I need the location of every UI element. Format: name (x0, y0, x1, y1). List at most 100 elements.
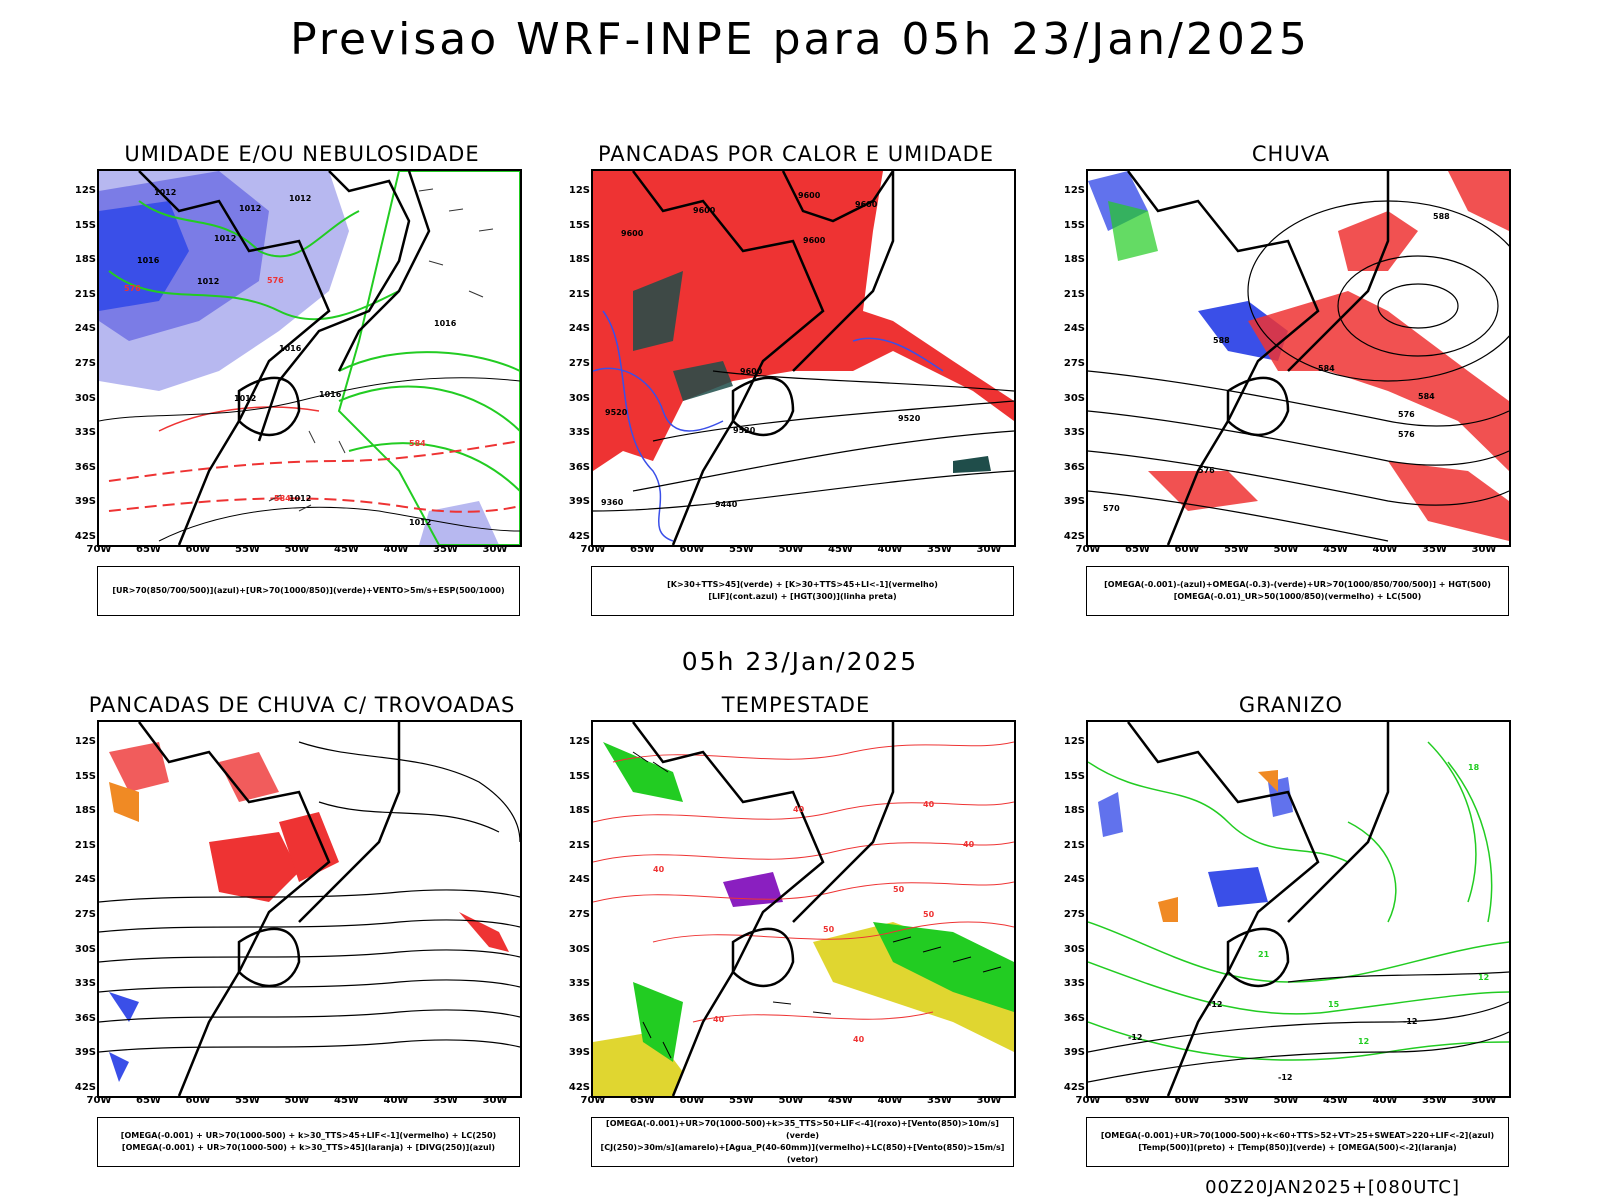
lat-tick-label: 27S (568, 358, 590, 369)
map-graphic: -12 -12 -12 -12 18 15 12 21 12 (1088, 722, 1509, 1096)
lat-tick-label: 30S (74, 943, 96, 955)
lon-tick-label: 60W (185, 544, 211, 555)
contour-label: 40 (963, 840, 975, 849)
lat-tick-label: 39S (74, 1047, 96, 1059)
lat-tick-label: 30S (1063, 392, 1085, 404)
legend-line: [OMEGA(-0.001) + UR>70(1000-500) + k>30_… (121, 1143, 496, 1152)
lat-tick-label: 21S (1063, 839, 1085, 851)
map-tempestade: 40 40 40 40 50 50 50 40 40 (591, 720, 1016, 1098)
lon-tick-label: 45W (828, 544, 853, 555)
contour-label: 1016 (319, 390, 342, 399)
contour-label: 50 (893, 885, 905, 894)
lat-tick-label: 33S (1063, 427, 1085, 439)
lat-tick-label: 24S (568, 874, 590, 886)
lon-tick-label: 70W (1075, 1095, 1101, 1106)
lon-tick-label: 50W (284, 544, 310, 555)
map-graphic: 588 588 584 584 576 576 576 570 (1088, 171, 1509, 545)
lat-tick-label: 42S (1063, 531, 1085, 542)
lon-tick-label: 40W (383, 1095, 409, 1106)
lat-tick-label: 18S (74, 254, 96, 266)
contour-label: 9520 (898, 414, 921, 423)
contour-label: 50 (923, 910, 935, 919)
lat-tick-label: 33S (74, 978, 96, 990)
panel-chuva: CHUVA 588 588 584 584 (1041, 142, 1541, 622)
contour-label: 584 (1418, 392, 1435, 401)
lon-tick-label: 60W (679, 1095, 705, 1106)
lat-tick-label: 15S (568, 219, 590, 231)
lat-tick-label: 42S (568, 1082, 590, 1093)
lon-tick-label: 65W (1125, 1095, 1150, 1106)
lon-tick-label: 30W (1471, 544, 1497, 555)
lat-tick-label: 21S (1063, 288, 1085, 300)
lon-tick-label: 65W (630, 544, 655, 555)
contour-label: 1012 (289, 194, 311, 203)
contour-label: 588 (1213, 336, 1230, 345)
lon-tick-label: 40W (877, 1095, 903, 1106)
panel-title: PANCADAS POR CALOR E UMIDADE (597, 142, 995, 166)
lat-tick-label: 42S (568, 531, 590, 542)
lat-tick-label: 36S (1063, 461, 1085, 473)
lon-tick-label: 70W (1075, 544, 1101, 555)
lon-tick-label: 30W (976, 1095, 1002, 1106)
lon-tick-label: 50W (778, 544, 804, 555)
legend-line: [UR>70(850/700/500)](azul)+[UR>70(1000/8… (112, 586, 505, 595)
lon-tick-label: 40W (1372, 1095, 1398, 1106)
lat-tick-label: 42S (74, 1082, 96, 1093)
lat-tick-label: 36S (74, 1012, 96, 1024)
lat-tick-label: 33S (568, 427, 590, 439)
contour-label: 9600 (693, 206, 716, 215)
contour-label: 576 (1198, 466, 1215, 475)
contour-label: 9600 (855, 200, 878, 209)
lat-tick-label: 18S (1063, 805, 1085, 817)
lon-tick-label: 60W (679, 544, 705, 555)
panel-pancadas-calor: PANCADAS POR CALOR E UMIDADE 9600 9600 9… (546, 142, 1046, 622)
contour-label: 576 (1398, 430, 1415, 439)
contour-label: 576 (1398, 410, 1415, 419)
contour-label: 40 (653, 865, 665, 874)
contour-label: 9440 (715, 500, 738, 509)
contour-label: 1012 (214, 234, 236, 243)
lat-tick-label: 15S (1063, 219, 1085, 231)
lon-tick-label: 35W (1422, 544, 1447, 555)
lat-tick-label: 18S (568, 805, 590, 817)
legend-box: [OMEGA(-0.001) + UR>70(1000-500) + k>30_… (97, 1117, 520, 1167)
panel-title: TEMPESTADE (721, 693, 871, 717)
contour-label: 40 (923, 800, 935, 809)
contour-label: 9600 (621, 229, 644, 238)
legend-box: [OMEGA(-0.001)+UR>70(1000-500)+k>35_TTS>… (591, 1117, 1014, 1167)
legend-line: [LIF](cont.azul) + [HGT(300)](linha pret… (708, 592, 897, 601)
legend-line: [K>30+TTS>45](verde) + [K>30+TTS>45+LI<-… (667, 580, 938, 589)
lat-tick-label: 24S (1063, 323, 1085, 335)
lon-tick-label: 30W (482, 1095, 508, 1106)
lon-tick-label: 35W (433, 1095, 458, 1106)
lat-tick-label: 15S (74, 770, 96, 782)
map-chuva: 588 588 584 584 576 576 576 570 (1086, 169, 1511, 547)
contour-label: -12 (1128, 1033, 1142, 1042)
lon-tick-label: 30W (976, 544, 1002, 555)
lat-tick-label: 24S (568, 323, 590, 335)
lat-tick-label: 42S (74, 531, 96, 542)
lat-tick-label: 15S (1063, 770, 1085, 782)
lon-tick-label: 35W (927, 1095, 952, 1106)
lon-tick-label: 50W (284, 1095, 310, 1106)
contour-label: 1016 (137, 256, 160, 265)
lat-tick-label: 39S (1063, 1047, 1085, 1059)
lat-tick-label: 36S (568, 1012, 590, 1024)
contour-label: -12 (1208, 1000, 1222, 1009)
lat-tick-label: 27S (1063, 358, 1085, 369)
lon-tick-label: 35W (1422, 1095, 1447, 1106)
legend-box: [UR>70(850/700/500)](azul)+[UR>70(1000/8… (97, 566, 520, 616)
lat-tick-label: 24S (74, 323, 96, 335)
lon-tick-label: 55W (729, 1095, 754, 1106)
lon-tick-label: 30W (1471, 1095, 1497, 1106)
lon-tick-label: 50W (1273, 1095, 1299, 1106)
contour-label: 1012 (154, 188, 176, 197)
contour-label: 1016 (434, 319, 457, 328)
contour-label: 40 (713, 1015, 725, 1024)
contour-label: 40 (853, 1035, 865, 1044)
lat-tick-label: 42S (1063, 1082, 1085, 1093)
lon-tick-label: 45W (1323, 1095, 1348, 1106)
lat-tick-label: 12S (568, 736, 590, 747)
contour-label: 12 (1478, 973, 1489, 982)
lat-tick-label: 15S (568, 770, 590, 782)
